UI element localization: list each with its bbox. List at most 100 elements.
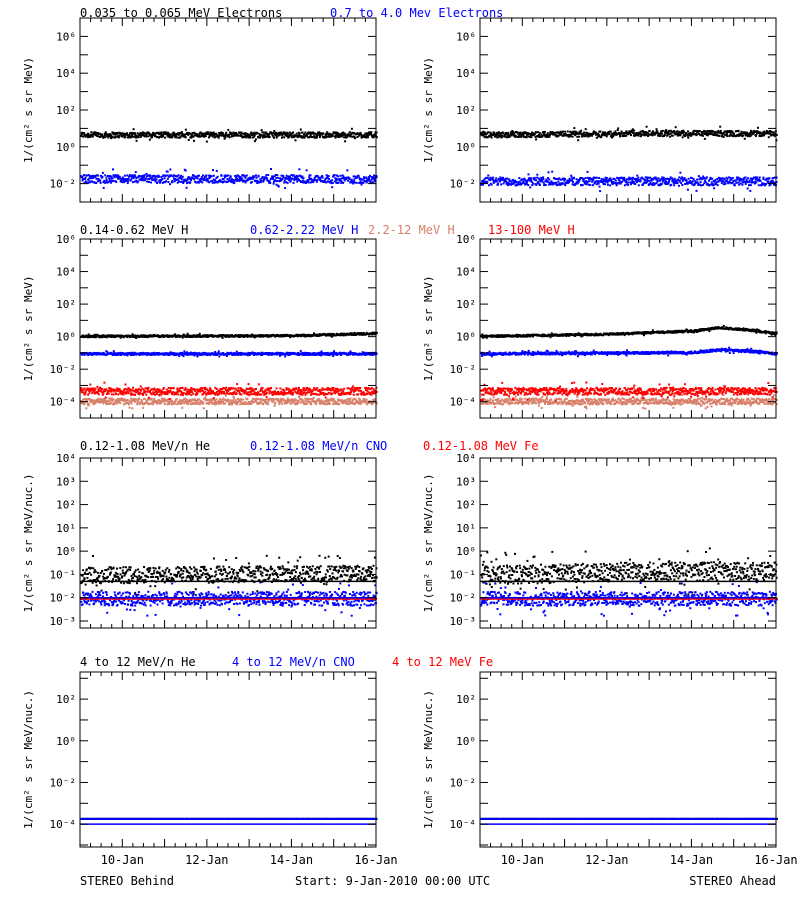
data-point [652,182,655,185]
data-point [604,176,607,179]
y-tick-label: 10⁶ [456,30,476,43]
data-point [280,399,282,402]
data-point [326,131,329,134]
data-point [667,177,670,180]
data-point [227,399,230,402]
data-point [555,181,558,184]
data-point [487,174,490,177]
data-point [196,177,199,180]
data-point [491,177,493,180]
data-point [702,176,705,179]
data-point [180,131,183,133]
data-point [150,402,153,405]
data-point [298,168,301,171]
data-point [355,334,358,336]
data-point [277,185,280,188]
data-point [703,137,706,140]
data-point [200,177,202,180]
data-point [227,180,229,183]
data-point [260,179,263,182]
data-point [350,332,353,335]
data-point [613,133,616,136]
data-point [252,135,255,138]
data-point [178,334,181,337]
data-point [166,177,169,180]
data-point [339,351,342,354]
data-point [172,175,175,178]
data-point [595,180,598,183]
data-point [718,131,721,134]
data-point [319,351,322,354]
data-point [148,181,150,183]
data-point [223,180,226,183]
data-point [260,401,263,404]
data-point [656,130,659,133]
data-point [337,132,340,135]
data-point [686,182,689,185]
data-point [653,177,656,179]
data-point [198,134,200,137]
data-point [115,181,118,183]
data-point [166,134,169,137]
data-point [241,180,244,183]
data-point [147,135,150,138]
data-point [228,133,230,136]
data-point [684,133,687,136]
data-point [505,182,508,185]
data-point [156,181,159,184]
data-point [120,399,123,402]
data-point [196,181,198,184]
data-point [749,131,752,134]
data-point [196,133,199,136]
data-point [185,336,188,338]
data-point [769,181,772,184]
data-point [334,180,336,183]
data-point [301,179,304,182]
data-point [197,334,200,337]
data-point [350,133,353,136]
data-point [323,400,326,403]
data-point [610,134,613,137]
data-point [661,178,664,181]
data-point [256,179,259,182]
data-point [298,178,301,181]
data-point [155,132,158,135]
data-point [735,176,738,179]
data-point [326,177,329,180]
data-point [577,139,580,142]
data-point [629,132,632,135]
data-point [582,132,585,135]
data-point [693,183,696,185]
data-point [168,133,170,135]
data-point [169,398,172,401]
data-point [265,177,268,180]
data-point [566,130,569,133]
data-point [336,401,339,404]
data-point [95,335,98,338]
data-point [599,130,602,133]
data-point [729,176,732,179]
data-point [94,352,97,354]
data-point [669,178,671,181]
data-point [520,135,523,138]
data-point [329,334,332,337]
data-point [689,180,692,183]
data-point [300,135,303,138]
data-point [557,183,560,186]
data-point [247,401,250,403]
data-point [192,402,195,405]
data-point [326,351,329,354]
data-point [327,132,330,135]
data-point [173,132,176,135]
data-point [660,183,663,185]
data-point [627,181,630,184]
data-point [247,135,250,137]
data-point [570,131,573,134]
data-point [152,335,155,338]
data-point [301,399,304,402]
data-point [306,400,309,403]
data-point [528,179,531,182]
data-point [561,182,564,185]
data-point [621,177,624,180]
data-point [183,135,186,138]
